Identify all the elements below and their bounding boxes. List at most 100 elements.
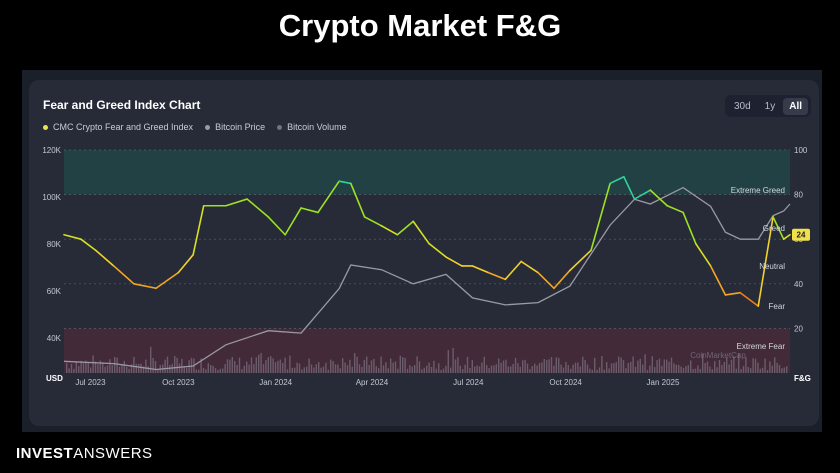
volume-bar <box>97 364 99 373</box>
right-tick-label: 20 <box>794 324 803 333</box>
volume-bar <box>728 364 730 373</box>
volume-bar <box>344 362 346 373</box>
x-tick-label: Apr 2024 <box>356 378 389 387</box>
volume-bar <box>661 365 663 373</box>
legend-item-fng[interactable]: CMC Crypto Fear and Greed Index <box>43 122 193 132</box>
volume-bar <box>723 361 725 373</box>
volume-bar <box>615 362 617 373</box>
volume-bar <box>174 356 176 373</box>
x-tick-label: Oct 2024 <box>549 378 582 387</box>
legend-item-price[interactable]: Bitcoin Price <box>205 122 265 132</box>
volume-bar <box>632 356 634 373</box>
legend-label-price: Bitcoin Price <box>215 122 266 132</box>
range-selector: 30d 1y All <box>724 95 811 117</box>
fng-segment <box>94 249 115 267</box>
volume-bar <box>296 362 298 373</box>
legend-dot-fng <box>43 124 48 130</box>
left-tick-label: 100K <box>42 193 61 202</box>
volume-bar <box>356 356 358 373</box>
volume-bar <box>466 356 469 373</box>
fng-segment <box>300 207 319 214</box>
zone-label-greed: Greed <box>763 224 785 233</box>
left-tick-label: 120K <box>42 146 61 155</box>
chart-title: Fear and Greed Index Chart <box>43 98 201 112</box>
volume-bar <box>766 369 769 373</box>
volume-bar <box>291 367 293 373</box>
fng-segment <box>649 189 669 207</box>
volume-bar <box>394 361 397 373</box>
volume-bar <box>601 356 603 373</box>
volume-bar <box>493 365 495 373</box>
volume-bar <box>726 357 728 373</box>
chart-legend: CMC Crypto Fear and Greed Index Bitcoin … <box>43 122 347 132</box>
fng-segment <box>682 211 697 245</box>
volume-bar <box>238 357 241 373</box>
volume-bar <box>205 369 207 373</box>
current-value-badge <box>792 228 810 241</box>
volume-bar <box>435 368 437 373</box>
volume-bar <box>241 369 243 373</box>
volume-bar <box>66 363 68 373</box>
volume-bar <box>514 357 517 373</box>
fng-segment <box>623 175 636 200</box>
volume-bar <box>596 369 598 373</box>
fng-segment <box>504 260 522 281</box>
volume-bar <box>274 362 277 373</box>
volume-bar <box>248 364 250 373</box>
volume-bar <box>390 358 392 373</box>
fng-segment <box>63 233 82 240</box>
zone-label-extreme-greed: Extreme Greed <box>731 186 785 195</box>
volume-bar <box>85 360 87 373</box>
volume-bar <box>781 368 783 373</box>
volume-bar <box>716 367 718 373</box>
legend-item-volume[interactable]: Bitcoin Volume <box>277 122 347 132</box>
volume-bar <box>404 357 406 373</box>
volume-bar <box>699 368 701 373</box>
volume-bar <box>339 368 341 373</box>
volume-bar <box>517 363 519 373</box>
volume-bar <box>133 357 135 373</box>
volume-bar <box>442 368 445 373</box>
legend-dot-price <box>205 124 211 130</box>
volume-bar <box>222 368 224 373</box>
fng-segment <box>284 207 302 236</box>
volume-bar <box>306 366 308 373</box>
volume-bar <box>783 367 785 373</box>
volume-bar <box>764 358 766 373</box>
volume-bar <box>116 357 118 373</box>
volume-bar <box>255 357 257 373</box>
fng-segment <box>445 256 463 267</box>
volume-bar <box>224 364 226 373</box>
fng-segment <box>520 260 539 274</box>
volume-bar <box>474 366 476 373</box>
fng-segment <box>380 225 399 236</box>
right-tick-label: 100 <box>794 146 808 155</box>
volume-bar <box>778 365 781 373</box>
volume-bar <box>510 366 512 373</box>
volume-bar <box>284 357 286 373</box>
fng-segment <box>338 180 352 185</box>
volume-bar <box>176 357 178 373</box>
volume-bar <box>382 365 385 373</box>
volume-bar <box>123 360 125 373</box>
range-all-button[interactable]: All <box>783 97 808 115</box>
range-30d-button[interactable]: 30d <box>733 100 751 112</box>
volume-bar <box>195 369 197 373</box>
range-1y-button[interactable]: 1y <box>764 100 776 112</box>
fng-segment <box>155 271 180 290</box>
volume-bar <box>649 365 651 373</box>
volume-bar <box>786 366 788 373</box>
volume-bar <box>217 369 219 373</box>
volume-bar <box>366 356 368 373</box>
volume-bar <box>507 366 509 373</box>
volume-bar <box>687 365 689 373</box>
left-tick-label: 40K <box>47 334 62 343</box>
volume-bar <box>718 360 721 373</box>
right-axis-label: F&G <box>794 374 811 383</box>
x-tick-label: Jul 2023 <box>75 378 106 387</box>
volume-bar <box>524 359 526 373</box>
volume-bar <box>682 367 685 373</box>
volume-bar <box>675 364 677 373</box>
volume-bar <box>92 355 94 373</box>
volume-bar <box>118 366 121 373</box>
